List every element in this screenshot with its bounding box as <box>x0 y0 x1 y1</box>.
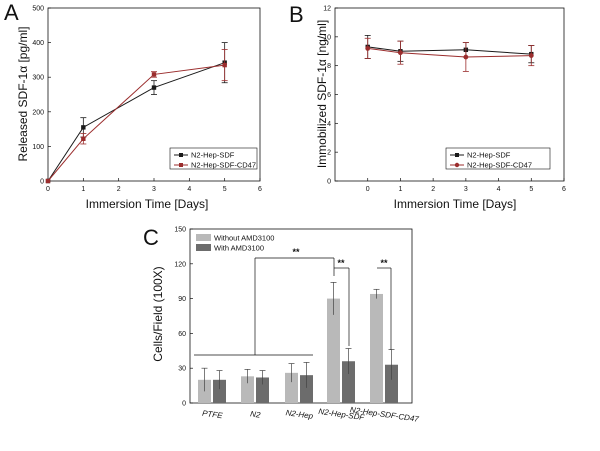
chart-c-significance: ** <box>337 258 345 268</box>
chart-c-legend-label: With AMD3100 <box>214 244 264 253</box>
chart-a-data-point <box>45 178 51 184</box>
chart-a-data-point <box>81 136 86 141</box>
chart-c-brackets: ** ** ** <box>194 247 392 356</box>
chart-a-ytick-label: 300 <box>32 75 44 82</box>
chart-a-xtick-label: 3 <box>152 186 156 193</box>
chart-a: 0 1 2 3 4 5 6 0 100 200 300 400 500 N2-Hep-SDFN2-Hep… <box>16 6 262 212</box>
chart-c-legend-swatch <box>196 234 211 241</box>
chart-a-legend-marker <box>179 153 183 157</box>
chart-a-legend-frame <box>169 147 258 170</box>
chart-c-bar <box>285 372 298 403</box>
chart-c-ylabel: Cells/Field (100X) <box>151 266 165 361</box>
panel-letter-a: A <box>4 0 19 25</box>
chart-a-legend-label: N2-Hep-SDF <box>191 151 235 160</box>
chart-c-bar <box>256 377 269 403</box>
chart-c-bar <box>213 379 226 403</box>
chart-c-category-label: N2 <box>250 409 262 419</box>
chart-c-bar <box>342 361 355 403</box>
chart-b-xtick-label: 0 <box>366 186 370 193</box>
chart-b-series <box>364 34 535 72</box>
chart-b-data-point <box>398 50 403 56</box>
chart-b-xtick-label: 1 <box>398 186 402 193</box>
chart-a-ytick-label: 100 <box>32 144 44 151</box>
chart-c-bar <box>327 298 340 403</box>
chart-c-ytick-label: 60 <box>178 331 186 338</box>
chart-a-series-line <box>47 64 225 182</box>
chart-c-bar <box>370 293 383 403</box>
chart-b-ytick-label: 10 <box>323 34 331 41</box>
chart-c-ytick-label: 120 <box>174 261 186 268</box>
chart-b-data-point <box>463 54 469 60</box>
chart-a-data-point <box>222 62 227 68</box>
chart-c-category-label: PTFE <box>202 409 224 421</box>
chart-a-xtick-label: 6 <box>258 186 262 193</box>
chart-c-legend-label: Without AMD3100 <box>214 234 274 243</box>
chart-a-legend-label: N2-Hep-SDF-CD47 <box>191 161 256 170</box>
chart-b-ytick-label: 8 <box>327 63 331 70</box>
chart-a-data-point <box>81 125 86 130</box>
chart-a-xlabel: Immersion Time [Days] <box>86 197 209 211</box>
chart-a-xtick-label: 1 <box>81 186 85 193</box>
chart-c-ytick-label: 150 <box>174 227 186 234</box>
chart-a-xtick-label: 5 <box>223 186 227 193</box>
chart-b-xtick-label: 3 <box>464 186 468 193</box>
chart-a-series-line <box>47 62 225 182</box>
chart-c-ytick-label: 0 <box>182 401 186 408</box>
chart-b-ytick-label: 12 <box>323 6 331 13</box>
chart-b-xtick-label: 2 <box>431 186 435 193</box>
chart-c-ytick-label: 30 <box>178 366 186 373</box>
chart-b-ytick-label: 2 <box>327 150 331 157</box>
chart-c-significance: ** <box>292 247 300 257</box>
chart-b-data-point <box>528 53 534 58</box>
chart-b-data-point <box>365 45 371 51</box>
panel-letter-b: B <box>289 2 304 27</box>
chart-c-significance: ** <box>380 258 388 268</box>
chart-c: 0 30 60 90 120 150 ** ** ** Without AMD3100With… <box>151 227 420 424</box>
chart-b-legend-label: N2-Hep-SDF <box>467 151 511 160</box>
chart-a-ylabel: Released SDF-1α [pg/ml] <box>16 27 30 162</box>
chart-a-ytick-label: 0 <box>40 179 44 186</box>
chart-b-ytick-label: 0 <box>327 179 331 186</box>
chart-b-legend-label: N2-Hep-SDF-CD47 <box>467 161 532 170</box>
chart-a-xtick-label: 2 <box>117 186 121 193</box>
chart-c-bar <box>385 364 398 403</box>
chart-a-xtick-label: 4 <box>187 186 191 193</box>
panel-letter-c: C <box>143 225 159 250</box>
chart-c-ytick-label: 90 <box>178 296 186 303</box>
chart-a-data-point <box>151 85 157 90</box>
chart-b-legend-marker <box>455 153 459 157</box>
chart-c-bars <box>198 282 398 403</box>
chart-b-xtick-label: 6 <box>562 186 566 193</box>
chart-a-xtick-label: 0 <box>46 186 50 193</box>
chart-b-xtick-label: 4 <box>497 186 501 193</box>
chart-b-ytick-label: 6 <box>327 92 331 99</box>
chart-b-legend-marker <box>454 162 460 168</box>
chart-c-bar <box>241 376 254 403</box>
chart-b-ylabel: Immobilized SDF-1α [ng/ml] <box>315 20 329 168</box>
chart-b-series-line <box>367 46 532 55</box>
chart-b-series-line <box>367 47 532 58</box>
chart-c-bar <box>300 375 313 403</box>
chart-c-ticks: 0 30 60 90 120 150 <box>174 227 193 408</box>
chart-c-legend-swatch <box>196 244 211 251</box>
chart-b-ytick-label: 4 <box>327 121 331 128</box>
chart-b-xlabel: Immersion Time [Days] <box>394 197 517 211</box>
chart-b-xtick-label: 5 <box>529 186 533 193</box>
chart-a-legend-marker <box>179 163 183 167</box>
chart-b-legend-frame <box>445 147 551 170</box>
chart-a-data-point <box>151 72 157 77</box>
chart-a-ytick-label: 500 <box>32 6 44 13</box>
chart-a-ytick-label: 200 <box>32 109 44 116</box>
chart-a-ytick-label: 400 <box>32 40 44 47</box>
chart-c-category-label: N2-Hep <box>285 408 314 421</box>
chart-a-series <box>45 42 228 184</box>
